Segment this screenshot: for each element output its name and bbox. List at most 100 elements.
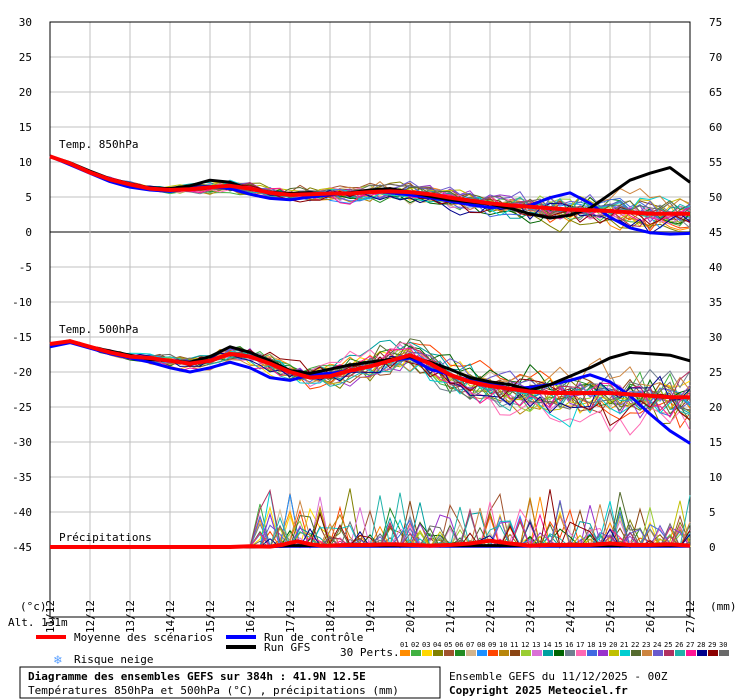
x-tick-label: 17/12 (284, 600, 297, 633)
legend: Moyenne des scénarios Run de contrôle Ru… (36, 631, 729, 668)
series-line-t500 (49, 339, 690, 400)
left-tick-label: -35 (12, 471, 32, 484)
left-tick-label: 5 (25, 191, 32, 204)
right-tick-label: 45 (709, 226, 722, 239)
footer-subtitle: Températures 850hPa et 500hPa (°C) , pré… (28, 684, 399, 697)
legend-perts-label: 30 Perts. (340, 646, 400, 659)
pert-swatch (554, 650, 564, 656)
footer-title: Diagramme des ensembles GEFS sur 384h : … (28, 670, 366, 683)
right-tick-label: 40 (709, 261, 722, 274)
right-tick-label: 5 (709, 506, 716, 519)
x-tick-label: 14/12 (164, 600, 177, 633)
pert-swatch (477, 650, 487, 656)
footer-run: Ensemble GEFS du 11/12/2025 - 00Z (449, 670, 668, 683)
left-tick-label: 30 (19, 16, 32, 29)
pert-swatch (532, 650, 542, 656)
pert-number: 15 (554, 641, 562, 649)
pert-number: 29 (708, 641, 716, 649)
legend-control-label: Run de contrôle (264, 631, 363, 644)
right-tick-label: 35 (709, 296, 722, 309)
legend-gfs-label: Run GFS (264, 641, 310, 654)
pert-number: 08 (477, 641, 485, 649)
x-tick-label: 20/12 (404, 600, 417, 633)
label-t850: Temp. 850hPa (59, 138, 138, 151)
pert-number: 26 (675, 641, 683, 649)
pert-number: 06 (455, 641, 463, 649)
left-tick-label: 25 (19, 51, 32, 64)
left-axis-unit: (°c) (20, 600, 47, 613)
pert-swatch (565, 650, 575, 656)
right-tick-label: 0 (709, 541, 716, 554)
left-tick-label: 20 (19, 86, 32, 99)
x-tick-label: 19/12 (364, 600, 377, 633)
x-tick-label: 12/12 (84, 600, 97, 633)
legend-snow-label: Risque neige (74, 653, 153, 666)
x-tick-label: 25/12 (604, 600, 617, 633)
pert-number: 03 (422, 641, 430, 649)
left-tick-label: -40 (12, 506, 32, 519)
pert-swatch (488, 650, 498, 656)
x-tick-label: 16/12 (244, 600, 257, 633)
pert-number: 10 (499, 641, 507, 649)
x-tick-label: 23/12 (524, 600, 537, 633)
pert-swatch (631, 650, 641, 656)
right-tick-label: 15 (709, 436, 722, 449)
pert-number: 11 (510, 641, 518, 649)
pert-swatch (653, 650, 663, 656)
left-tick-label: -5 (19, 261, 32, 274)
right-tick-label: 10 (709, 471, 722, 484)
x-axis-ticks: 11/12 12/12 13/12 14/12 15/12 16/12 17/12 18/12… (44, 600, 697, 633)
pert-number: 12 (521, 641, 529, 649)
right-tick-label: 65 (709, 86, 722, 99)
right-tick-label: 20 (709, 401, 722, 414)
pert-number: 18 (587, 641, 595, 649)
left-tick-label: -20 (12, 366, 32, 379)
right-tick-label: 25 (709, 366, 722, 379)
left-tick-label: -30 (12, 436, 32, 449)
x-tick-label: 27/12 (684, 600, 697, 633)
pert-number: 24 (653, 641, 661, 649)
x-tick-label: 13/12 (124, 600, 137, 633)
x-tick-label: 11/12 (44, 600, 57, 633)
right-tick-label: 70 (709, 51, 722, 64)
pert-number: 05 (444, 641, 452, 649)
pert-swatch (697, 650, 707, 656)
label-t500: Temp. 500hPa (59, 323, 138, 336)
footer-box (19, 666, 441, 699)
left-tick-label: 15 (19, 121, 32, 134)
pert-swatch (455, 650, 465, 656)
pert-swatch (708, 650, 718, 656)
pert-number: 23 (642, 641, 650, 649)
pert-swatch (422, 650, 432, 656)
pert-number: 04 (433, 641, 441, 649)
series-line-t850 (49, 154, 690, 216)
x-tick-label: 26/12 (644, 600, 657, 633)
left-tick-label: -10 (12, 296, 32, 309)
pert-swatch (587, 650, 597, 656)
main-series (49, 154, 691, 549)
pert-swatch (609, 650, 619, 656)
pert-legend: 01 02 03 04 05 06 07 08 09 10 11 12 13 14 15 16 17 18 19 20… (400, 641, 729, 656)
x-tick-label: 18/12 (324, 600, 337, 633)
pert-number: 19 (598, 641, 606, 649)
right-tick-label: 50 (709, 191, 722, 204)
left-tick-label: 0 (25, 226, 32, 239)
altitude-label: Alt. 131m (8, 616, 68, 629)
pert-swatch (411, 650, 421, 656)
pert-swatch (576, 650, 586, 656)
right-tick-label: 55 (709, 156, 722, 169)
x-tick-label: 21/12 (444, 600, 457, 633)
pert-number: 01 (400, 641, 408, 649)
pert-swatch (675, 650, 685, 656)
pert-number: 22 (631, 641, 639, 649)
pert-number: 07 (466, 641, 474, 649)
perturbation-line (49, 339, 691, 411)
grid (49, 21, 691, 618)
pert-number: 30 (719, 641, 727, 649)
pert-swatch (598, 650, 608, 656)
footer-copyright: Copyright 2025 Meteociel.fr (449, 684, 628, 697)
right-axis-unit: (mm) (710, 600, 737, 613)
pert-number: 02 (411, 641, 419, 649)
